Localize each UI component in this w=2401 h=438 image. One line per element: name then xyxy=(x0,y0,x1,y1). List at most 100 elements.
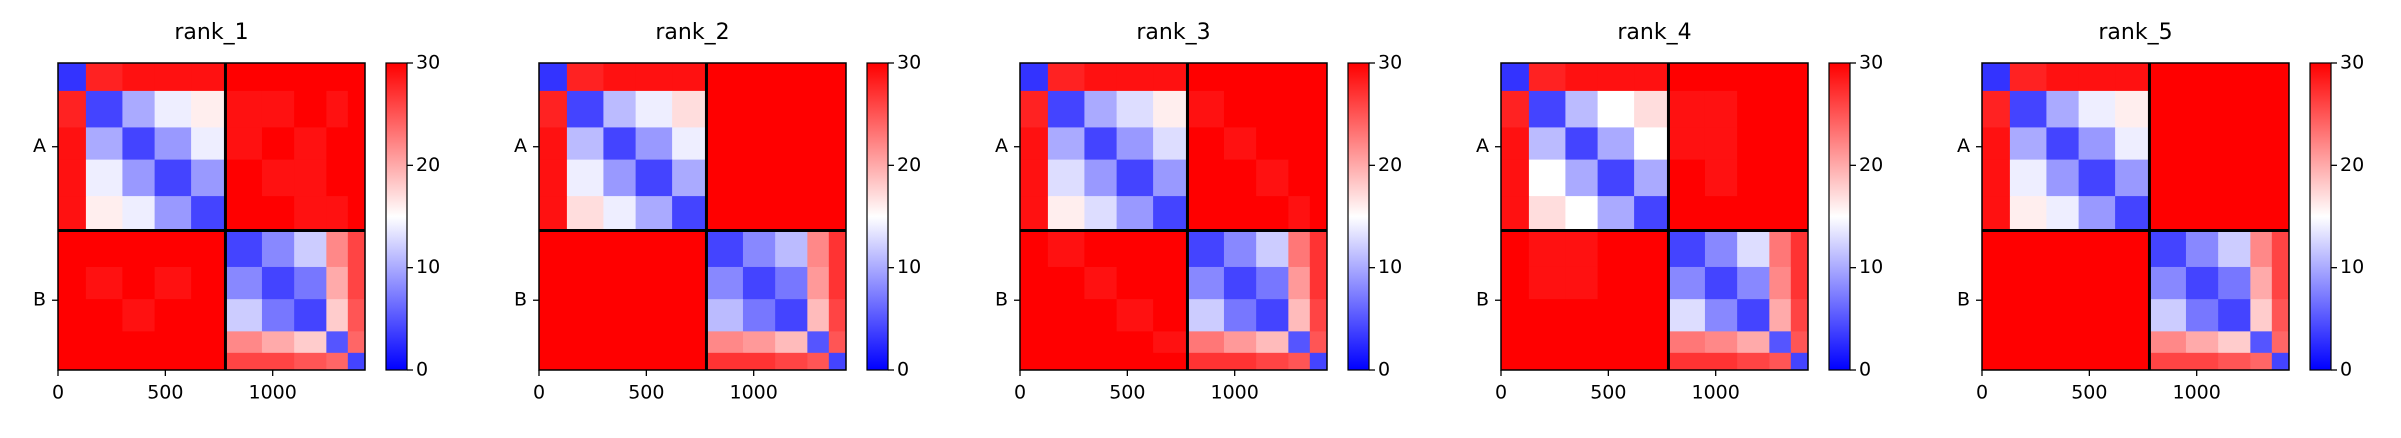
heatmap-cell xyxy=(326,159,349,197)
heatmap-cell xyxy=(347,159,366,197)
heatmap-cell xyxy=(828,127,847,161)
heatmap-cell xyxy=(1982,352,2011,371)
heatmap-cell xyxy=(2218,127,2251,161)
heatmap-cell xyxy=(706,266,744,300)
heatmap-cell xyxy=(2149,266,2187,300)
heatmap-cell xyxy=(225,299,263,332)
heatmap-cell xyxy=(1668,230,1706,268)
heatmap-cell xyxy=(603,331,637,354)
heatmap-cell xyxy=(191,196,226,231)
heatmap-cell xyxy=(58,352,87,371)
heatmap-cell xyxy=(154,230,192,268)
x-tick-label: 1000 xyxy=(1692,382,1740,404)
heatmap-cell xyxy=(2115,90,2150,128)
heatmap-cell xyxy=(1116,230,1154,268)
heatmap-cell xyxy=(1668,63,1706,92)
heatmap-cell xyxy=(1501,63,1530,92)
heatmap-cell xyxy=(603,230,637,268)
heatmap-cell xyxy=(1288,159,1311,197)
heatmap-cell xyxy=(347,299,366,332)
heatmap-cell xyxy=(58,90,87,128)
heatmap-cell xyxy=(294,299,327,332)
heatmap-cell xyxy=(2218,266,2251,300)
heatmap-cell xyxy=(122,230,156,268)
heatmap-cell xyxy=(2271,63,2290,92)
heatmap-cell xyxy=(775,196,808,231)
heatmap-cell xyxy=(807,331,830,354)
heatmap-cell xyxy=(1288,331,1311,354)
colorbar-tick-label: 0 xyxy=(1859,359,1871,381)
heatmap-cell xyxy=(2046,331,2080,354)
heatmap-cell xyxy=(2250,63,2273,92)
heatmap-cell xyxy=(566,230,604,268)
x-tick-label: 500 xyxy=(1590,382,1626,404)
heatmap-cell xyxy=(261,90,295,128)
heatmap-cell xyxy=(85,159,123,197)
heatmap-cell xyxy=(1309,127,1328,161)
heatmap-cell xyxy=(672,331,707,354)
heatmap-cell xyxy=(1256,63,1289,92)
heatmap-cell xyxy=(1737,331,1770,354)
heatmap-cell xyxy=(635,352,673,371)
heatmap-cell xyxy=(1020,331,1049,354)
heatmap-cell xyxy=(1116,352,1154,371)
heatmap-cell xyxy=(635,266,673,300)
heatmap-cell xyxy=(1116,159,1154,197)
heatmap-cell xyxy=(1256,299,1289,332)
x-tick-label: 500 xyxy=(1109,382,1145,404)
heatmap-cell xyxy=(2218,230,2251,268)
heatmap-cell xyxy=(122,159,156,197)
heatmap-cell xyxy=(85,331,123,354)
heatmap-cell xyxy=(1668,299,1706,332)
heatmap-cell xyxy=(191,331,226,354)
heatmap-cell xyxy=(539,352,568,371)
heatmap-cell xyxy=(1737,196,1770,231)
heatmap-cell xyxy=(672,90,707,128)
heatmap-cell xyxy=(1769,90,1792,128)
heatmap-cell xyxy=(706,63,744,92)
colorbar-tick-label: 10 xyxy=(1378,256,1402,278)
heatmap-cell xyxy=(1528,90,1566,128)
heatmap-cell xyxy=(1116,299,1154,332)
heatmap-cell xyxy=(294,159,327,197)
heatmap-cell xyxy=(775,352,808,371)
heatmap-cell xyxy=(2009,196,2047,231)
heatmap-cell xyxy=(2250,331,2273,354)
heatmap-cell xyxy=(1737,299,1770,332)
heatmap-cell xyxy=(566,127,604,161)
heatmap-cell xyxy=(1528,159,1566,197)
heatmap-cell xyxy=(58,196,87,231)
heatmap-cell xyxy=(1309,299,1328,332)
heatmap-cell xyxy=(1737,266,1770,300)
heatmap-cell xyxy=(2250,266,2273,300)
heatmap-cell xyxy=(1047,63,1085,92)
heatmap-cell xyxy=(1982,159,2011,197)
heatmap-cell xyxy=(742,299,776,332)
heatmap-cell xyxy=(2009,90,2047,128)
heatmap-cell xyxy=(539,230,568,268)
heatmap-cell xyxy=(326,196,349,231)
heatmap-cell xyxy=(1597,266,1635,300)
panel-title: rank_4 xyxy=(1617,20,1691,45)
heatmap-cell xyxy=(1668,127,1706,161)
heatmap-cell xyxy=(2078,127,2116,161)
heatmap-cell xyxy=(2149,230,2187,268)
heatmap-cell xyxy=(1153,159,1188,197)
heatmap-cell xyxy=(2149,90,2187,128)
colorbar-tick-label: 10 xyxy=(416,256,440,278)
heatmap-cell xyxy=(807,196,830,231)
heatmap-cell xyxy=(85,90,123,128)
heatmap-cell xyxy=(1634,63,1669,92)
colorbar xyxy=(385,62,408,371)
y-tick-label: B xyxy=(995,289,1008,311)
heatmap-cell xyxy=(1223,127,1257,161)
heatmap-cell xyxy=(828,196,847,231)
heatmap-cell xyxy=(807,90,830,128)
heatmap-cell xyxy=(2271,331,2290,354)
heatmap-cell xyxy=(2009,230,2047,268)
heatmap-cell xyxy=(1116,90,1154,128)
heatmap-cell xyxy=(1597,90,1635,128)
heatmap-cell xyxy=(2009,159,2047,197)
heatmap-cell xyxy=(261,196,295,231)
